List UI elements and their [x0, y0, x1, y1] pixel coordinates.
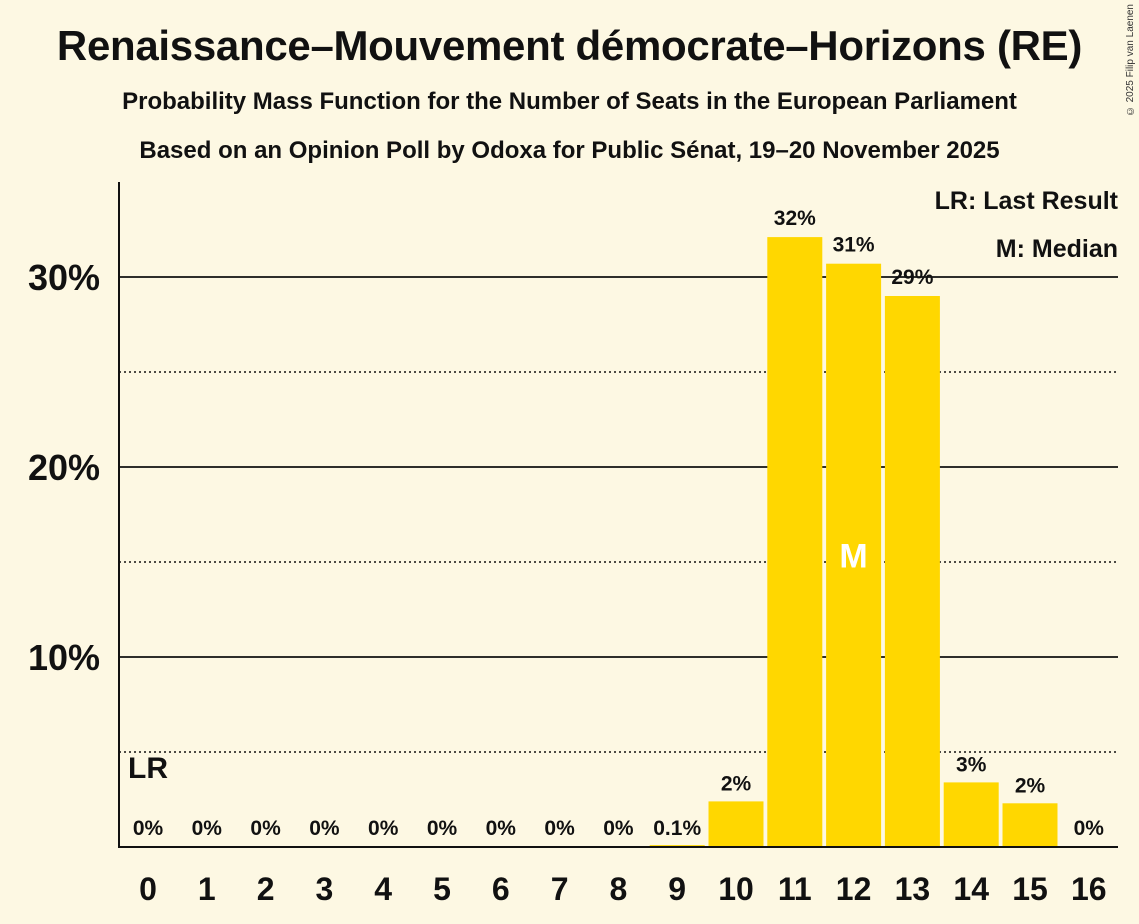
x-tick-label: 2 — [257, 871, 275, 907]
y-tick-label: 10% — [28, 637, 100, 678]
value-label: 0% — [250, 817, 281, 840]
last-result-marker: LR — [128, 752, 168, 785]
value-label: 2% — [1015, 774, 1046, 797]
x-tick-label: 11 — [778, 871, 812, 907]
value-label: 0% — [603, 817, 634, 840]
legend: LR: Last Result M: Median — [935, 187, 1119, 263]
value-label: 0% — [1074, 817, 1105, 840]
value-label: 29% — [891, 266, 933, 289]
x-tick-label: 6 — [492, 871, 510, 907]
bars — [649, 237, 1058, 848]
legend-entry: LR: Last Result — [935, 187, 1119, 215]
value-label: 0% — [427, 817, 458, 840]
value-labels: 0% 0% 0% 0% 0% 0% 0% 0% 0% 0.1% 2% 32% 31% 29% 3% 2% 0% M… — [128, 207, 1104, 840]
x-tick-label: 12 — [836, 871, 872, 907]
chart-source: Based on an Opinion Poll by Odoxa for Pu… — [139, 137, 1000, 164]
bar-seats-11 — [767, 237, 823, 848]
y-tick-label: 30% — [28, 257, 100, 298]
chart-subtitle: Probability Mass Function for the Number… — [122, 88, 1017, 115]
chart-title: Renaissance–Mouvement démocrate–Horizons… — [56, 22, 1083, 69]
bar-seats-14 — [943, 782, 999, 847]
value-label: 31% — [833, 234, 875, 257]
x-tick-label: 10 — [718, 871, 754, 907]
median-marker: M — [839, 537, 867, 575]
bar-seats-13 — [884, 296, 940, 847]
grid-lines — [119, 276, 1118, 753]
value-label: 0% — [486, 817, 517, 840]
x-tick-label: 3 — [316, 871, 334, 907]
axes: 10%20%30%0 1 2 3 4 5 6 7 8 9 10 11 12 13 14 15 16 — [28, 182, 1118, 907]
x-tick-label: 4 — [374, 871, 392, 907]
x-tick-label: 14 — [953, 871, 989, 907]
x-tick-label: 8 — [610, 871, 628, 907]
x-tick-label: 15 — [1012, 871, 1048, 907]
value-label: 0% — [544, 817, 575, 840]
value-label: 0% — [133, 817, 164, 840]
bar-seats-12 — [826, 263, 882, 847]
value-label: 32% — [774, 207, 816, 230]
y-tick-label: 20% — [28, 447, 100, 488]
bar-seats-15 — [1002, 803, 1058, 847]
x-tick-label: 0 — [139, 871, 157, 907]
x-tick-label: 7 — [551, 871, 569, 907]
bar-seats-10 — [708, 801, 764, 847]
x-tick-label: 5 — [433, 871, 451, 907]
value-label: 0% — [368, 817, 399, 840]
value-label: 0.1% — [653, 817, 701, 840]
x-tick-label: 1 — [198, 871, 216, 907]
value-label: 0% — [309, 817, 340, 840]
x-tick-label: 13 — [895, 871, 931, 907]
value-label: 3% — [956, 753, 987, 776]
x-tick-label: 16 — [1071, 871, 1107, 907]
value-label: 0% — [192, 817, 223, 840]
value-label: 2% — [721, 772, 752, 795]
x-tick-label: 9 — [668, 871, 686, 907]
legend-entry: M: Median — [996, 235, 1118, 263]
